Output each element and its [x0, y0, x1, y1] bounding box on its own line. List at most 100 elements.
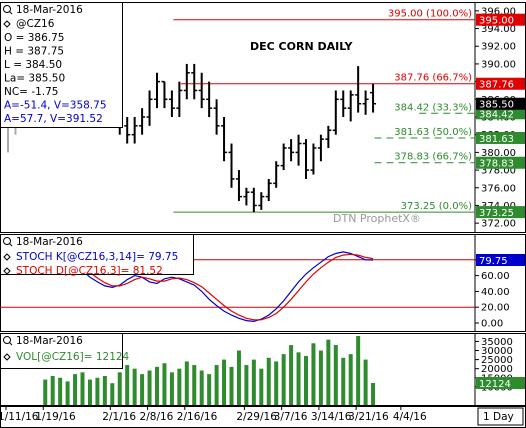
- volume-bar: [65, 381, 70, 405]
- ohlc-bar: [221, 117, 228, 162]
- ohlc-bar: [310, 143, 317, 175]
- volume-bar: [371, 382, 376, 405]
- volume-bar: [43, 379, 48, 405]
- ohlc-bar: [295, 134, 302, 166]
- fib-level-label: 378.83 (66.7%): [394, 152, 472, 163]
- volume-panel: 1000015000200002500030000350001212418-Ma…: [0, 333, 526, 406]
- fib-level-box: [476, 131, 525, 144]
- x-tick-label: 1/11/16: [0, 411, 39, 423]
- volume-bar: [251, 359, 256, 405]
- volume-bar: [236, 350, 241, 405]
- stoch-legend: 18-Mar-2016 STOCH K[@CZ16,3,14]= 79.75 STO…: [0, 234, 194, 277]
- volume-tick-label: 20000: [481, 364, 513, 375]
- volume-bar: [311, 343, 316, 405]
- fib-level-label: 387.76 (66.7%): [394, 73, 472, 84]
- last-price-box: [476, 97, 525, 110]
- x-tick-label: 3/7/16: [274, 411, 308, 423]
- volume-bar: [281, 354, 286, 405]
- volume-value-label: 12124: [479, 379, 511, 390]
- volume-bar: [222, 359, 227, 405]
- stoch-tick-label: 0.00: [481, 319, 503, 330]
- magnifier-icon-handle: [9, 243, 13, 247]
- price-tick-label: 396.00: [481, 6, 516, 17]
- price-legend-line: La= 385.50: [4, 73, 65, 85]
- ohlc-bar: [213, 99, 220, 135]
- stoch-value-box: [476, 253, 525, 266]
- volume-bar: [132, 368, 137, 405]
- stoch-legend-date: 18-Mar-2016: [16, 236, 83, 248]
- ohlc-bar: [258, 192, 265, 210]
- fib-level-box-label: 395.00: [479, 16, 514, 27]
- stoch-legend-line: STOCH D[@CZ16,3]= 81.52: [16, 265, 163, 277]
- ohlc-bar: [317, 134, 324, 162]
- diamond-icon: [3, 353, 11, 361]
- volume-tick-label: 30000: [481, 346, 513, 357]
- volume-bar: [244, 365, 249, 405]
- ohlc-bar: [228, 143, 235, 188]
- volume-bar: [125, 365, 130, 405]
- volume-bar: [326, 339, 331, 405]
- ohlc-bar: [124, 117, 131, 144]
- price-legend: 18-Mar-2016 @CZ16 O = 386.75 H = 387.75L = …: [0, 2, 123, 128]
- fib-level-box: [476, 107, 525, 120]
- ohlc-bar: [168, 90, 175, 117]
- volume-tick-label: 25000: [481, 355, 513, 366]
- stoch-tick-label: 20.00: [481, 303, 510, 314]
- volume-bar: [348, 354, 353, 405]
- price-legend-line: A=57.7, V=391.52: [4, 113, 103, 125]
- price-legend-symbol: @CZ16: [16, 18, 55, 30]
- diamond-icon: [3, 253, 11, 261]
- volume-legend-line: VOL[@CZ16]= 12124: [16, 351, 130, 363]
- ohlc-bar: [332, 90, 339, 135]
- x-tick-label: 2/1/16: [102, 411, 136, 423]
- price-legend-line: NC= -1.75: [4, 86, 59, 98]
- ohlc-bar: [198, 72, 205, 109]
- price-tick-label: 380.00: [481, 148, 516, 159]
- fib-level-box-label: 378.83: [479, 159, 514, 170]
- volume-bar: [95, 377, 100, 405]
- price-legend-line: A=-51.4, V=358.75: [4, 100, 107, 112]
- volume-bar: [177, 368, 182, 405]
- price-tick-label: 392.00: [481, 42, 516, 53]
- stochastic-panel: 0.0020.0040.0060.0080.0079.7518-Mar-2016…: [0, 234, 526, 332]
- ohlc-bar: [206, 81, 213, 117]
- stoch-k-line: [30, 251, 374, 323]
- volume-bar: [110, 383, 115, 405]
- ohlc-bar: [161, 80, 168, 109]
- ohlc-bar: [154, 72, 160, 109]
- volume-bar: [102, 375, 107, 405]
- volume-bar: [155, 366, 159, 405]
- ohlc-bar: [265, 178, 272, 202]
- stoch-tick-label: 40.00: [481, 287, 510, 298]
- price-legend-date: 18-Mar-2016: [16, 4, 83, 16]
- volume-bar: [266, 357, 271, 405]
- ohlc-bar: [131, 117, 138, 144]
- magnifier-icon: [3, 5, 11, 13]
- ohlc-bar: [176, 81, 183, 117]
- volume-bar: [80, 372, 85, 405]
- fib-level-label: 395.00 (100.0%): [388, 9, 472, 20]
- volume-bar: [199, 370, 204, 405]
- fib-level-box: [476, 13, 525, 26]
- diamond-icon: [3, 20, 11, 28]
- fib-level-label: 381.63 (50.0%): [394, 127, 472, 138]
- fib-level-box-label: 387.76: [479, 80, 514, 91]
- volume-bar: [73, 374, 78, 405]
- volume-bar: [58, 377, 63, 405]
- volume-bar: [50, 375, 55, 405]
- stoch-legend-box: [0, 234, 194, 275]
- x-tick-label: 3/14/16: [311, 411, 352, 423]
- volume-bar: [184, 361, 189, 405]
- ohlc-bar: [280, 143, 287, 171]
- ohlc-bar: [362, 90, 369, 115]
- ohlc-bar: [235, 170, 242, 202]
- price-legend-line: H = 387.75: [4, 46, 64, 58]
- chart-title: DEC CORN DAILY: [250, 40, 354, 53]
- magnifier-icon-handle: [9, 342, 13, 346]
- ohlc-bar: [273, 161, 280, 188]
- period-button: [477, 407, 524, 426]
- ohlc-bar: [355, 66, 362, 113]
- x-tick-label: 2/8/16: [140, 411, 174, 423]
- price-legend-line: O = 386.75: [4, 32, 64, 44]
